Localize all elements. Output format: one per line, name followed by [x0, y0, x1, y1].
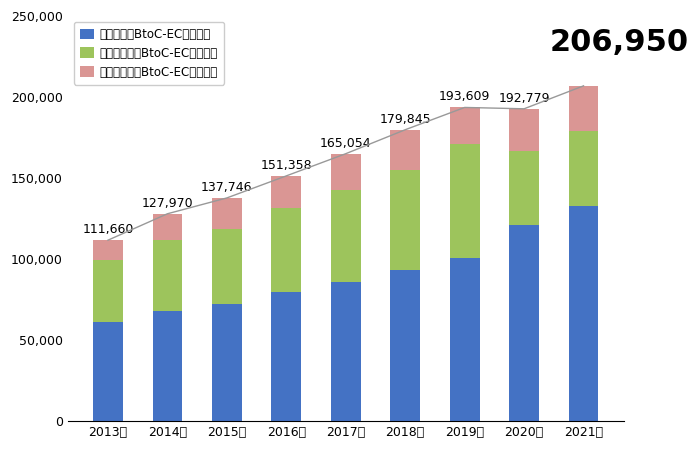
Bar [153, 214, 182, 239]
Bar [212, 198, 241, 229]
Bar [568, 131, 598, 206]
Text: 165,054: 165,054 [320, 137, 372, 150]
Bar [272, 208, 301, 292]
Bar [212, 229, 241, 304]
Bar [93, 240, 122, 260]
Bar [272, 292, 301, 421]
Text: 111,660: 111,660 [83, 223, 134, 236]
Text: 193,609: 193,609 [439, 90, 490, 104]
Bar [391, 130, 420, 171]
Bar [331, 154, 360, 190]
Text: 151,358: 151,358 [260, 159, 312, 172]
Text: 127,970: 127,970 [141, 197, 193, 210]
Bar [331, 282, 360, 421]
Bar [212, 304, 241, 421]
Bar [568, 86, 598, 131]
Legend: 物販系分野BtoC-EC市場規模, サービス分野BtoC-EC市場規模, デジタル分野BtoC-EC市場規模: 物販系分野BtoC-EC市場規模, サービス分野BtoC-EC市場規模, デジタ… [74, 22, 224, 85]
Bar [153, 311, 182, 421]
Bar [93, 322, 122, 421]
Bar [450, 258, 480, 421]
Bar [93, 260, 122, 322]
Bar [391, 270, 420, 421]
Bar [509, 225, 539, 421]
Bar [331, 190, 360, 282]
Text: 206,950: 206,950 [550, 28, 689, 57]
Bar [391, 171, 420, 270]
Bar [509, 151, 539, 225]
Bar [568, 206, 598, 421]
Text: 137,746: 137,746 [201, 181, 253, 194]
Bar [153, 239, 182, 311]
Bar [450, 144, 480, 258]
Bar [272, 176, 301, 208]
Text: 192,779: 192,779 [498, 92, 550, 105]
Text: 179,845: 179,845 [379, 112, 431, 126]
Bar [509, 109, 539, 151]
Bar [450, 108, 480, 144]
